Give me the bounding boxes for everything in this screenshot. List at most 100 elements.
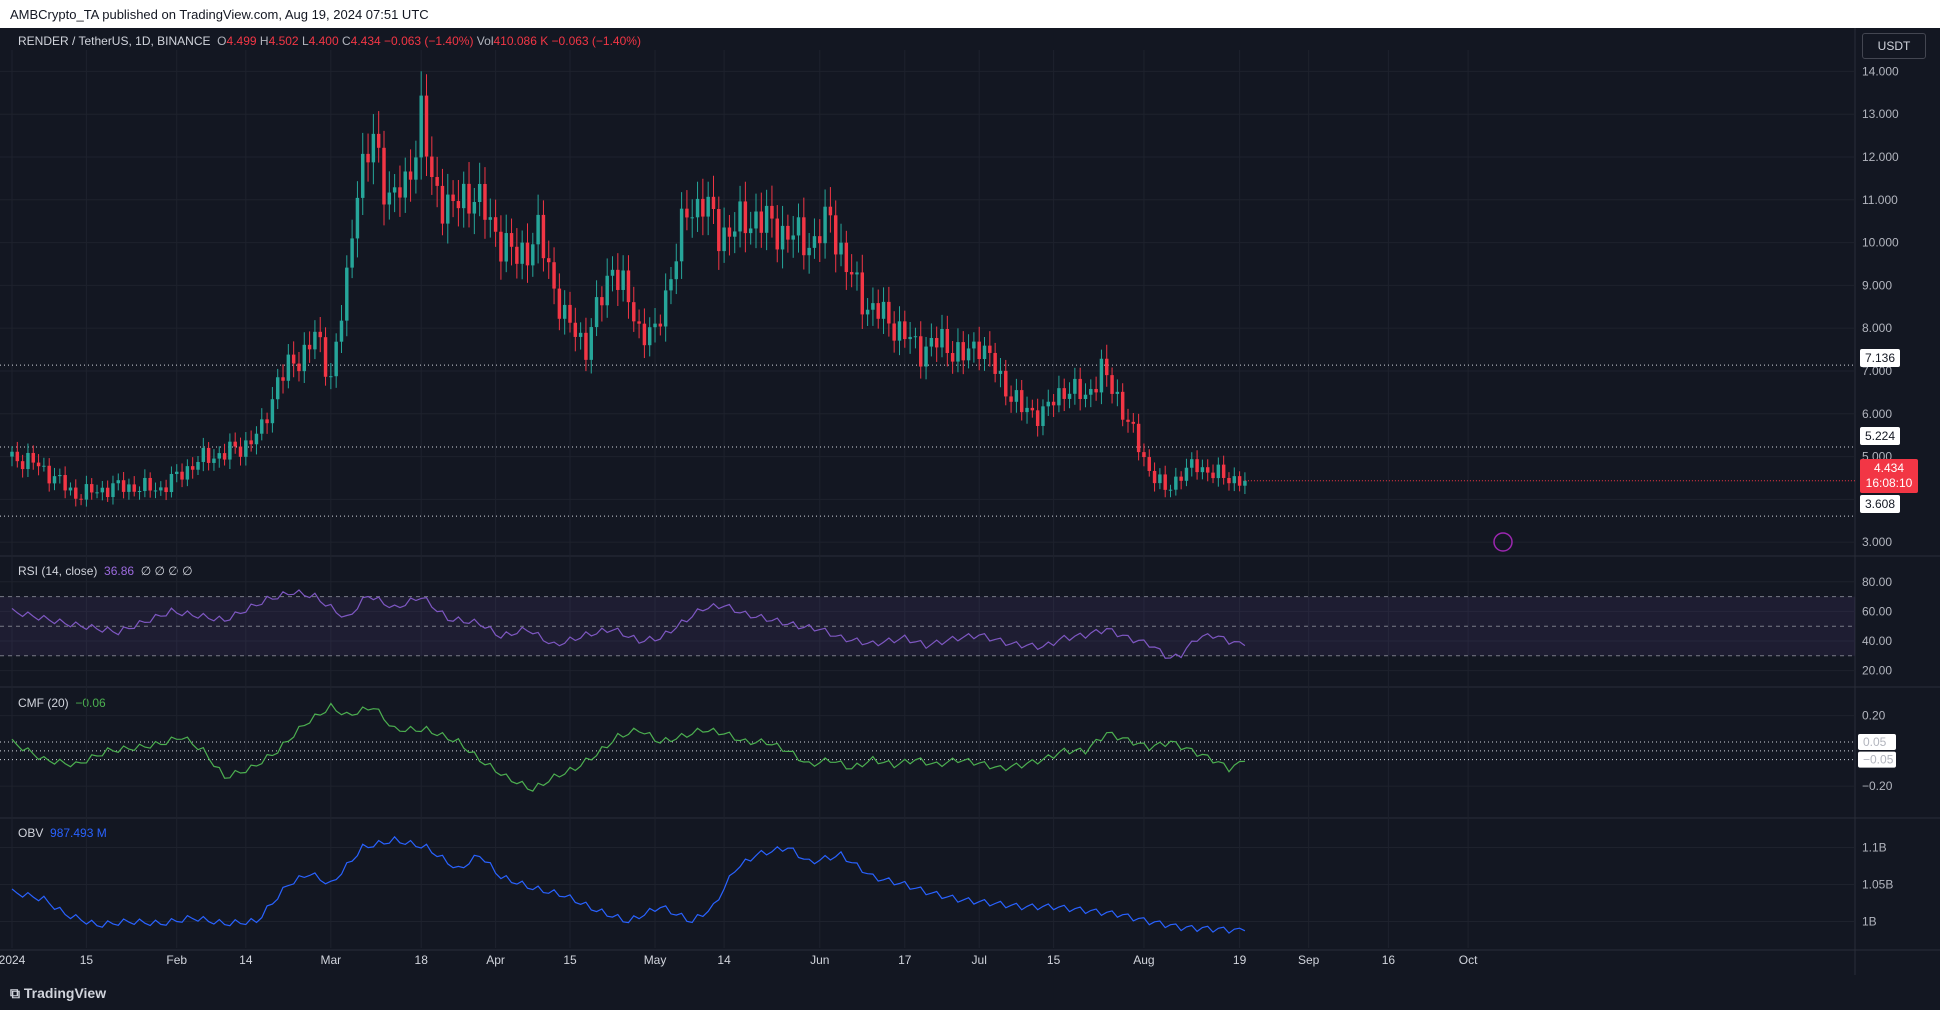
candle-body [1110,375,1114,394]
candle-body [1051,401,1056,406]
candle-body [15,451,20,462]
price-tag-7136: 7.136 [1860,349,1901,367]
candle-body [998,370,1003,374]
candle-body [1184,467,1189,481]
candle-body [897,321,902,341]
candle-body [1200,467,1205,473]
candle-body [525,242,530,266]
candle-body [47,465,51,484]
price-tick-label: 7.000 [1862,364,1892,378]
candle-body [1025,407,1029,413]
rsi-legend: RSI (14, close) 36.86 ∅ ∅ ∅ ∅ [18,564,193,578]
candle-body [1094,388,1098,393]
candle-body [137,491,142,493]
candle-body [940,328,944,348]
candle-body [616,269,620,290]
candle-body [201,447,206,462]
x-tick-label: 15 [563,953,577,967]
price-tick-label: 6.000 [1862,407,1892,421]
candle-body [100,487,105,493]
candle-body [408,171,413,180]
candle-body [748,228,753,234]
bar-countdown: 16:08:10 [1865,476,1913,490]
candle-body [143,477,147,492]
candle-body [520,242,524,264]
price-tick-label: 10.000 [1862,236,1899,250]
logo-icon: ⧉ [10,985,24,1001]
low-value: 4.400 [308,34,339,48]
candle-body [260,419,264,434]
candle-body [26,452,30,470]
price-tick-label: 12.000 [1862,150,1899,164]
candle-body [302,344,307,372]
x-tick-label: 17 [898,953,912,967]
cmf-legend: CMF (20) −0.06 [18,696,106,710]
candle-body [632,302,636,322]
candle-body [988,345,992,353]
candle-body [1030,407,1035,411]
x-tick-label: 18 [415,953,429,967]
obv-line [11,835,1246,934]
change-value: −0.063 (−1.40%) [384,34,474,48]
candle-body [371,133,376,163]
candle-body [642,323,647,346]
candle-body [903,321,907,340]
candle-body [185,466,190,480]
candle-body [265,419,269,424]
candle-body [950,353,955,362]
candle-body [1227,477,1231,484]
candle-body [180,471,184,480]
candle-body [1147,457,1151,471]
candle-body [1232,476,1237,484]
candle-body [1126,419,1130,422]
candle-body [313,331,317,350]
candle-body [552,262,556,289]
currency-button[interactable]: USDT [1862,33,1926,59]
candle-body [1195,459,1199,473]
rsi-value: 36.86 [104,564,135,578]
rsi-label: RSI (14, close) [18,564,98,578]
candle-body [839,242,843,255]
candle-body [844,242,849,273]
candle-body [472,202,477,214]
obv-label: OBV [18,826,44,840]
candle-body [685,208,689,218]
candle-body [244,440,248,457]
x-tick-label: Aug [1133,953,1154,967]
candle-body [20,461,25,470]
candle-body [547,258,551,263]
candle-body [865,309,870,315]
candle-body [196,461,200,470]
candle-body [1062,388,1066,399]
candle-body [1131,421,1136,424]
price-tick-label: 11.000 [1862,193,1898,207]
x-tick-label: 15 [80,953,94,967]
candle-body [770,205,774,219]
high-label: H [259,34,269,48]
candle-body [1083,394,1088,400]
candle-body [1105,358,1109,376]
candle-body [1078,378,1082,400]
candle-body [584,332,588,360]
open-value: 4.499 [226,34,257,48]
candle-body [414,157,418,180]
cmf-level-tag-text: −0.05 [1863,753,1894,767]
candle-body [1179,476,1183,481]
candle-body [849,272,854,275]
candle-body [818,236,822,244]
candle-body [1136,423,1141,453]
candle-body [1035,410,1040,426]
candle-body [499,231,503,262]
symbol-label: RENDER / TetherUS, 1D, BINANCE [18,34,211,48]
candle-body [169,473,174,493]
candle-body [339,320,344,342]
candle-body [190,466,195,470]
candle-body [568,304,572,323]
candle-body [1237,476,1242,486]
candle-body [10,451,14,457]
obv-value: 987.493 M [50,826,107,840]
candle-body [1067,393,1072,399]
candle-body [159,487,163,491]
candle-body [1163,474,1167,490]
